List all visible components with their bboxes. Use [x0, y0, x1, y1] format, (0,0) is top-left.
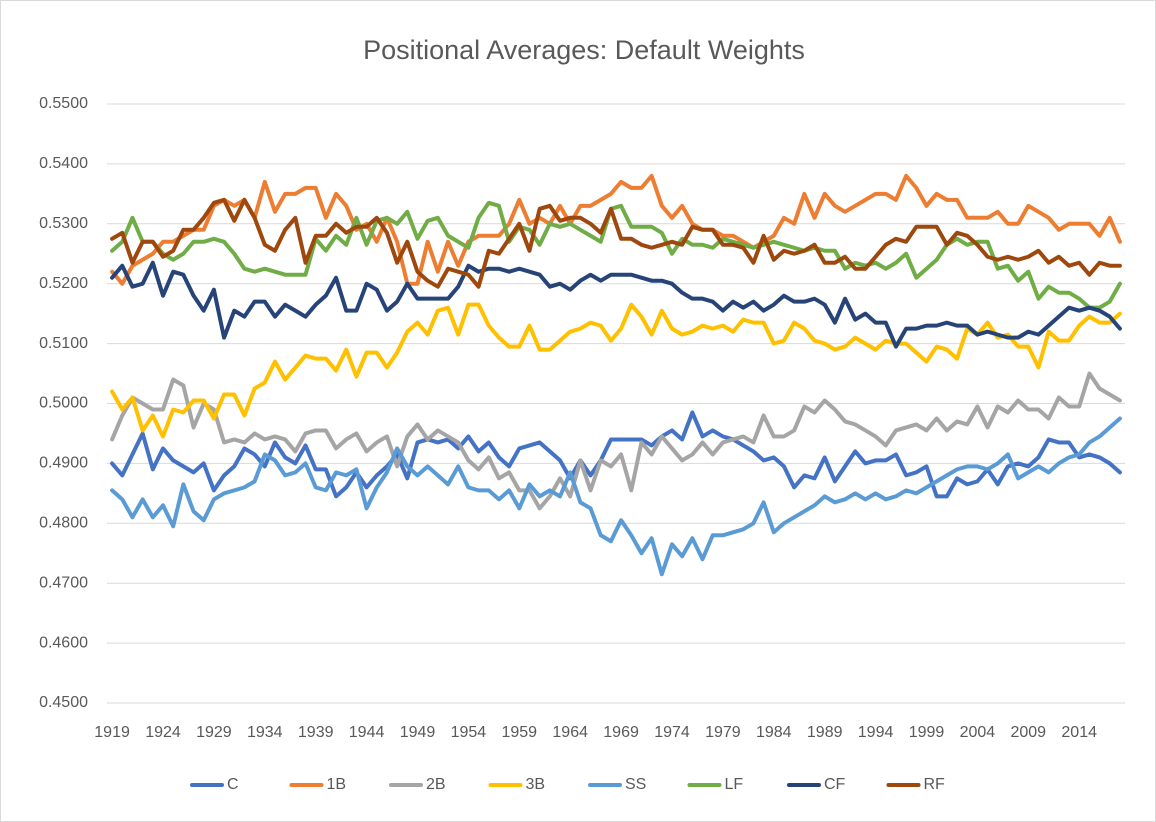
x-tick-label: 2009: [1010, 724, 1046, 741]
x-tick-label: 1969: [603, 724, 639, 741]
x-tick-label: 1919: [94, 724, 130, 741]
legend-label: CF: [824, 776, 846, 793]
legend-label: SS: [625, 776, 646, 793]
legend-label: 2B: [426, 776, 446, 793]
x-tick-label: 1934: [247, 724, 283, 741]
y-tick-label: 0.5400: [39, 155, 88, 172]
x-tick-label: 1984: [756, 724, 792, 741]
legend-label: C: [227, 776, 239, 793]
series-line: [110, 173, 1122, 286]
x-tick-label: 1929: [196, 724, 232, 741]
y-tick-label: 0.5500: [39, 95, 88, 112]
y-tick-label: 0.4500: [39, 694, 88, 711]
legend-label: RF: [924, 776, 946, 793]
x-tick-label: 1994: [858, 724, 894, 741]
legend-label: LF: [725, 776, 744, 793]
x-tick-label: 1954: [451, 724, 487, 741]
y-tick-label: 0.4700: [39, 574, 88, 591]
x-tick-label: 1944: [349, 724, 385, 741]
series-line: [110, 302, 1122, 439]
series-line: [110, 197, 1122, 289]
y-tick-label: 0.4900: [39, 455, 88, 472]
series-line: [110, 371, 1122, 511]
x-tick-label: 1974: [654, 724, 690, 741]
y-tick-label: 0.4800: [39, 515, 88, 532]
series-line: [110, 410, 1122, 499]
x-tick-label: 1989: [807, 724, 843, 741]
y-tick-label: 0.5100: [39, 335, 88, 352]
legend-label: 3B: [526, 776, 546, 793]
chart-title: Positional Averages: Default Weights: [363, 35, 805, 65]
y-tick-label: 0.5000: [39, 395, 88, 412]
y-tick-label: 0.5200: [39, 275, 88, 292]
y-tick-label: 0.5300: [39, 215, 88, 232]
legend-label: 1B: [327, 776, 347, 793]
x-tick-label: 1964: [552, 724, 588, 741]
x-tick-label: 1939: [298, 724, 334, 741]
y-tick-label: 0.4600: [39, 634, 88, 651]
x-tick-label: 2014: [1061, 724, 1097, 741]
x-tick-label: 1979: [705, 724, 741, 741]
series-line: [110, 260, 1122, 349]
x-tick-label: 1924: [145, 724, 181, 741]
series-line: [110, 416, 1122, 577]
x-tick-label: 1949: [400, 724, 436, 741]
x-tick-label: 1959: [501, 724, 537, 741]
x-tick-label: 2004: [960, 724, 996, 741]
x-tick-label: 1999: [909, 724, 945, 741]
